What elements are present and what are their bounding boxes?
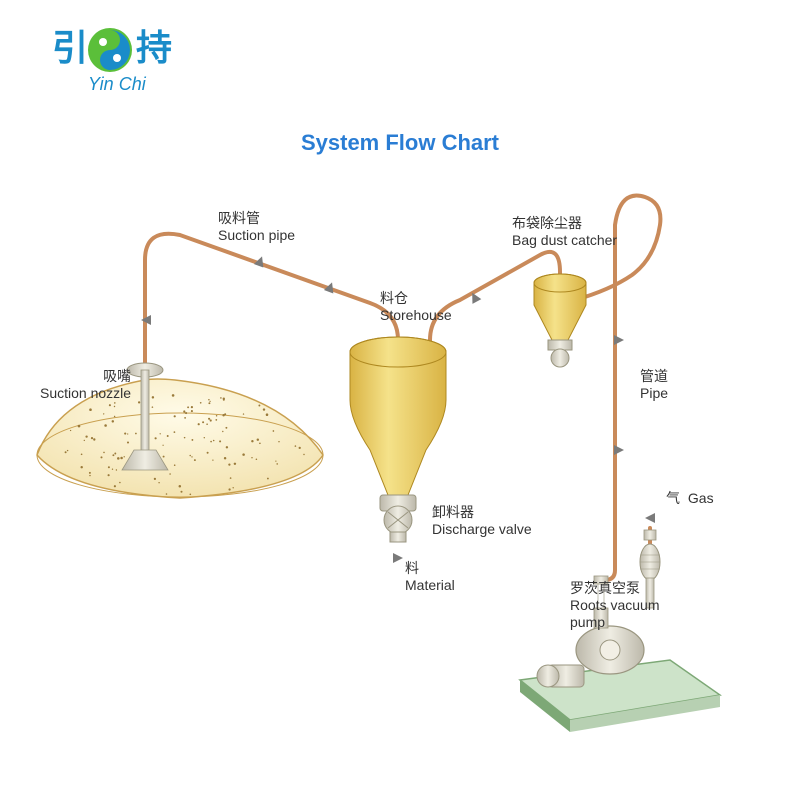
diagram-canvas: 引 持 Yin Chi System Flow Chart bbox=[0, 0, 800, 800]
label-gas: 气 Gas bbox=[666, 490, 714, 507]
label-pipe: 管道 Pipe bbox=[640, 368, 668, 402]
label-suction-nozzle: 吸嘴 Suction nozzle bbox=[40, 368, 131, 402]
storehouse bbox=[350, 337, 446, 495]
label-material: 料 Material bbox=[405, 560, 455, 594]
label-bag-catcher: 布袋除尘器 Bag dust catcher bbox=[512, 215, 617, 249]
label-pump: 罗茨真空泵 Roots vacuum pump bbox=[570, 580, 659, 630]
label-storehouse: 料仓 Storehouse bbox=[380, 290, 452, 324]
discharge-valve bbox=[380, 495, 416, 542]
bag-dust-catcher bbox=[534, 274, 586, 367]
label-discharge-valve: 卸料器 Discharge valve bbox=[432, 504, 532, 538]
label-suction-pipe: 吸料管 Suction pipe bbox=[218, 210, 295, 244]
